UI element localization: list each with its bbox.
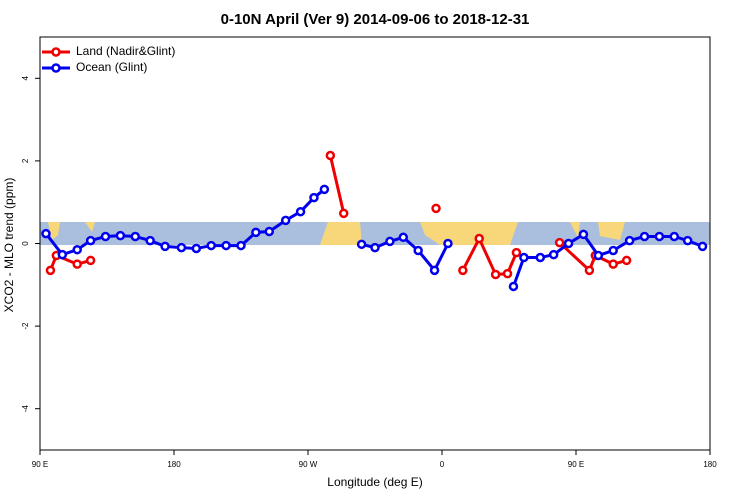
data-point [511, 247, 522, 258]
data-point [490, 269, 501, 280]
data-point [608, 245, 618, 256]
data-point [295, 206, 306, 217]
data-point [72, 244, 82, 255]
series-line [49, 155, 628, 277]
data-point [72, 259, 82, 269]
data-point [608, 259, 618, 269]
x-tick-label: 180 [703, 460, 717, 469]
y-tick-label: 2 [21, 158, 30, 163]
data-point [45, 265, 56, 276]
data-point [584, 265, 595, 276]
data-point [474, 233, 484, 244]
map-band [40, 222, 710, 245]
data-point [554, 237, 565, 248]
data-point [309, 192, 319, 203]
data-point [57, 249, 68, 260]
ocean-band [40, 222, 710, 245]
y-axis-label: XCO2 - MLO trend (ppm) [2, 178, 16, 313]
data-point [429, 265, 440, 276]
y-tick-label: -4 [21, 405, 30, 413]
data-point [654, 231, 665, 242]
y-tick-label: 4 [21, 76, 30, 81]
data-point [206, 240, 216, 251]
data-point [624, 235, 635, 246]
data-point [563, 238, 574, 249]
legend-label: Ocean (Glint) [76, 60, 147, 74]
data-point [458, 265, 468, 276]
data-point [385, 236, 395, 247]
data-point [578, 229, 589, 240]
data-point [682, 235, 693, 246]
x-tick-label: 90 W [299, 460, 318, 469]
x-tick-label: 0 [440, 460, 445, 469]
x-tick-label: 90 E [32, 460, 48, 469]
data-point [100, 231, 111, 242]
data-point [160, 241, 170, 252]
data-point [669, 231, 680, 242]
data-point [621, 255, 632, 266]
data-point [697, 241, 708, 252]
data-point [443, 238, 453, 249]
data-point [398, 232, 409, 243]
data-point [502, 268, 513, 279]
data-point [508, 281, 519, 292]
legend-label: Land (Nadir&Glint) [76, 44, 175, 58]
data-point [370, 242, 380, 253]
data-point [85, 255, 96, 266]
data-point [413, 245, 423, 256]
data-point [356, 239, 367, 250]
data-point [85, 235, 96, 246]
y-tick-label: -2 [21, 322, 30, 330]
x-tick-label: 180 [167, 460, 181, 469]
data-point [176, 242, 187, 253]
data-point [338, 208, 349, 219]
legend-marker [51, 47, 61, 57]
data-point [41, 228, 51, 239]
data-point [535, 252, 546, 263]
data-point [191, 243, 202, 254]
data-point [548, 249, 559, 260]
data-point [593, 250, 604, 261]
data-point [431, 203, 441, 214]
legend-marker [51, 63, 61, 73]
data-point [325, 150, 336, 161]
data-point [251, 227, 261, 238]
chart-title: 0-10N April (Ver 9) 2014-09-06 to 2018-1… [221, 11, 530, 28]
data-point [130, 231, 141, 242]
y-tick-label: 0 [21, 241, 30, 246]
data-point [519, 252, 529, 263]
x-tick-label: 90 E [568, 460, 584, 469]
data-point [115, 230, 126, 241]
data-point [236, 240, 246, 251]
x-axis-label: Longitude (deg E) [327, 475, 422, 489]
data-point [639, 231, 650, 242]
data-point [319, 184, 330, 195]
data-point [145, 235, 155, 246]
data-point [264, 226, 275, 237]
data-point [221, 240, 231, 251]
data-point [280, 215, 291, 226]
